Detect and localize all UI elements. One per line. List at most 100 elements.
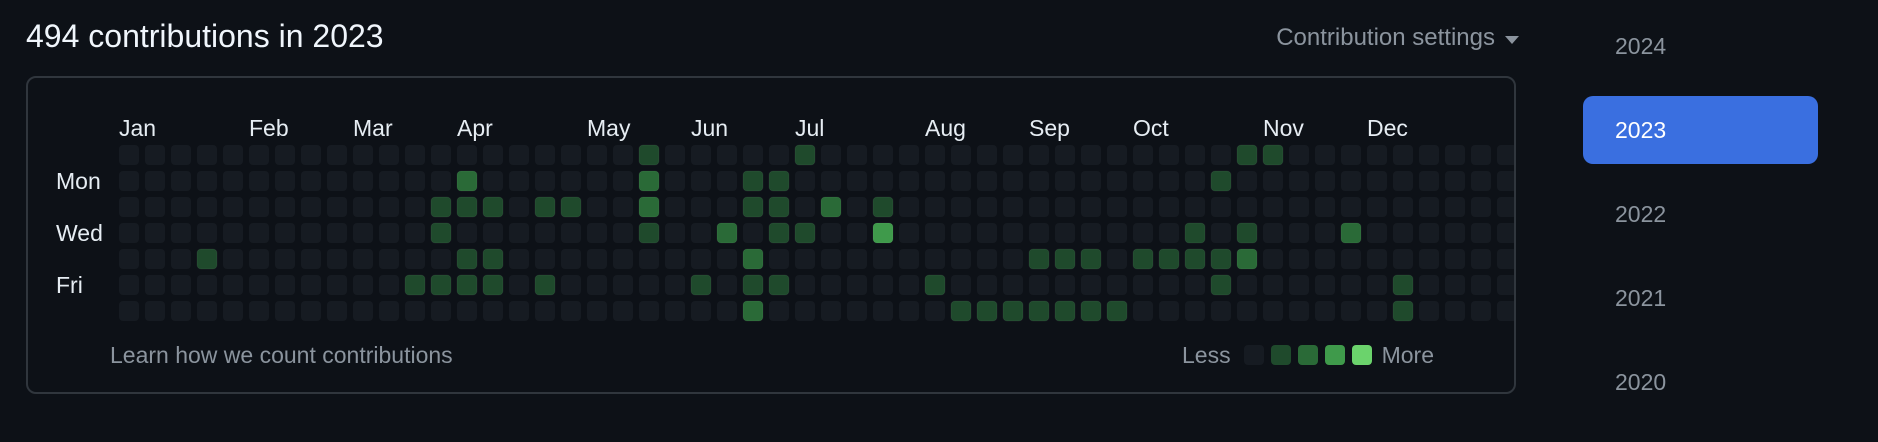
contribution-day-cell[interactable] xyxy=(925,171,945,191)
contribution-day-cell[interactable] xyxy=(1003,145,1023,165)
contribution-day-cell[interactable] xyxy=(587,171,607,191)
contribution-day-cell[interactable] xyxy=(665,301,685,321)
contribution-day-cell[interactable] xyxy=(1054,248,1076,270)
contribution-day-cell[interactable] xyxy=(1055,197,1075,217)
contribution-day-cell[interactable] xyxy=(1263,171,1283,191)
contribution-day-cell[interactable] xyxy=(223,145,243,165)
contribution-day-cell[interactable] xyxy=(1003,223,1023,243)
contribution-day-cell[interactable] xyxy=(456,196,478,218)
contribution-day-cell[interactable] xyxy=(1081,223,1101,243)
contribution-day-cell[interactable] xyxy=(899,249,919,269)
contribution-day-cell[interactable] xyxy=(301,197,321,217)
contribution-day-cell[interactable] xyxy=(1211,197,1231,217)
contribution-day-cell[interactable] xyxy=(456,170,478,192)
contribution-day-cell[interactable] xyxy=(353,301,373,321)
contribution-day-cell[interactable] xyxy=(482,248,504,270)
contribution-day-cell[interactable] xyxy=(1133,223,1153,243)
contribution-day-cell[interactable] xyxy=(431,171,451,191)
contribution-day-cell[interactable] xyxy=(1159,275,1179,295)
contribution-day-cell[interactable] xyxy=(613,275,633,295)
contribution-day-cell[interactable] xyxy=(327,197,347,217)
contribution-day-cell[interactable] xyxy=(509,145,529,165)
contribution-day-cell[interactable] xyxy=(950,300,972,322)
contribution-day-cell[interactable] xyxy=(405,197,425,217)
contribution-day-cell[interactable] xyxy=(742,248,764,270)
contribution-day-cell[interactable] xyxy=(1367,223,1387,243)
contribution-day-cell[interactable] xyxy=(1367,249,1387,269)
contribution-day-cell[interactable] xyxy=(1263,249,1283,269)
contribution-day-cell[interactable] xyxy=(1445,223,1465,243)
contribution-day-cell[interactable] xyxy=(301,145,321,165)
contribution-day-cell[interactable] xyxy=(665,249,685,269)
contribution-day-cell[interactable] xyxy=(379,145,399,165)
contribution-day-cell[interactable] xyxy=(327,249,347,269)
contribution-day-cell[interactable] xyxy=(275,145,295,165)
contribution-day-cell[interactable] xyxy=(223,197,243,217)
contribution-day-cell[interactable] xyxy=(1133,197,1153,217)
contribution-day-cell[interactable] xyxy=(794,222,816,244)
contribution-day-cell[interactable] xyxy=(925,249,945,269)
contribution-day-cell[interactable] xyxy=(1081,197,1101,217)
contribution-day-cell[interactable] xyxy=(1367,171,1387,191)
contribution-day-cell[interactable] xyxy=(353,171,373,191)
contribution-day-cell[interactable] xyxy=(690,274,712,296)
contribution-day-cell[interactable] xyxy=(795,171,815,191)
contribution-day-cell[interactable] xyxy=(1003,275,1023,295)
contribution-day-cell[interactable] xyxy=(483,223,503,243)
contribution-day-cell[interactable] xyxy=(1081,171,1101,191)
contribution-day-cell[interactable] xyxy=(1419,275,1439,295)
contribution-day-cell[interactable] xyxy=(1367,275,1387,295)
contribution-day-cell[interactable] xyxy=(1419,301,1439,321)
contribution-day-cell[interactable] xyxy=(1315,145,1335,165)
contribution-day-cell[interactable] xyxy=(405,249,425,269)
contribution-day-cell[interactable] xyxy=(249,249,269,269)
contribution-day-cell[interactable] xyxy=(223,171,243,191)
contribution-day-cell[interactable] xyxy=(638,222,660,244)
contribution-day-cell[interactable] xyxy=(379,197,399,217)
contribution-day-cell[interactable] xyxy=(587,197,607,217)
contribution-day-cell[interactable] xyxy=(561,275,581,295)
contribution-day-cell[interactable] xyxy=(717,197,737,217)
contribution-day-cell[interactable] xyxy=(847,197,867,217)
contribution-day-cell[interactable] xyxy=(430,222,452,244)
contribution-day-cell[interactable] xyxy=(1003,171,1023,191)
contribution-day-cell[interactable] xyxy=(873,249,893,269)
contribution-day-cell[interactable] xyxy=(1393,171,1413,191)
contribution-day-cell[interactable] xyxy=(691,145,711,165)
contribution-day-cell[interactable] xyxy=(275,223,295,243)
contribution-day-cell[interactable] xyxy=(899,301,919,321)
contribution-day-cell[interactable] xyxy=(951,197,971,217)
contribution-day-cell[interactable] xyxy=(535,301,555,321)
contribution-day-cell[interactable] xyxy=(119,171,139,191)
contribution-day-cell[interactable] xyxy=(769,301,789,321)
contribution-day-cell[interactable] xyxy=(691,171,711,191)
contribution-day-cell[interactable] xyxy=(717,301,737,321)
contribution-day-cell[interactable] xyxy=(379,249,399,269)
contribution-day-cell[interactable] xyxy=(1107,249,1127,269)
contribution-day-cell[interactable] xyxy=(1158,248,1180,270)
contribution-day-cell[interactable] xyxy=(1107,145,1127,165)
contribution-day-cell[interactable] xyxy=(768,274,790,296)
contribution-day-cell[interactable] xyxy=(327,275,347,295)
contribution-day-cell[interactable] xyxy=(249,301,269,321)
contribution-day-cell[interactable] xyxy=(145,223,165,243)
contribution-day-cell[interactable] xyxy=(171,249,191,269)
contribution-day-cell[interactable] xyxy=(1236,248,1258,270)
contribution-day-cell[interactable] xyxy=(1315,223,1335,243)
contribution-day-cell[interactable] xyxy=(171,275,191,295)
contribution-day-cell[interactable] xyxy=(977,171,997,191)
contribution-day-cell[interactable] xyxy=(1367,145,1387,165)
contribution-day-cell[interactable] xyxy=(1419,171,1439,191)
contribution-day-cell[interactable] xyxy=(613,301,633,321)
contribution-day-cell[interactable] xyxy=(145,145,165,165)
contribution-day-cell[interactable] xyxy=(405,223,425,243)
contribution-day-cell[interactable] xyxy=(1471,275,1491,295)
contribution-day-cell[interactable] xyxy=(1471,145,1491,165)
contribution-day-cell[interactable] xyxy=(535,249,555,269)
contribution-day-cell[interactable] xyxy=(742,300,764,322)
year-item[interactable]: 2021 xyxy=(1615,285,1667,311)
contribution-day-cell[interactable] xyxy=(1107,197,1127,217)
contribution-day-cell[interactable] xyxy=(1393,145,1413,165)
contribution-day-cell[interactable] xyxy=(665,275,685,295)
contribution-day-cell[interactable] xyxy=(561,249,581,269)
